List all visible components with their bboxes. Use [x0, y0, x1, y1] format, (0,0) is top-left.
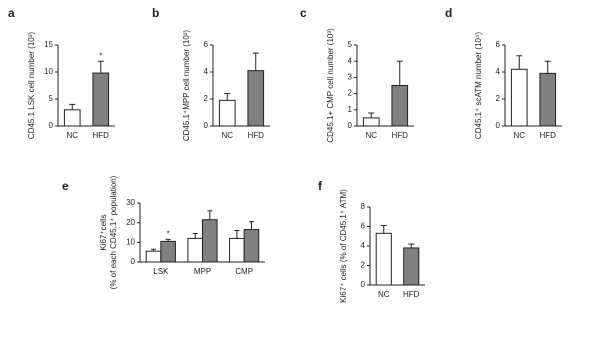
panel-letter: e	[62, 179, 69, 193]
y-tick-label: 6	[204, 40, 209, 49]
panel-letter: a	[8, 6, 15, 20]
y-tick-label: 10	[126, 237, 135, 246]
y-tick-label: 30	[126, 198, 135, 207]
y-tick-label: 4	[361, 241, 366, 250]
x-tick-label: HFD	[540, 131, 557, 140]
y-tick-label: 2	[361, 261, 366, 270]
x-tick-label: NC	[365, 131, 377, 140]
y-tick-label: 0	[348, 121, 353, 130]
x-tick-label: NC	[221, 131, 233, 140]
bar	[145, 250, 162, 263]
x-tick-label: CMP	[235, 267, 253, 276]
x-tick-label: HFD	[392, 131, 409, 140]
x-tick-label: HFD	[248, 131, 265, 140]
y-tick-label: 0	[204, 121, 209, 130]
x-tick-label: MPP	[194, 267, 211, 276]
y-axis-label: Ki67⁺ cells (% of CD45.1⁺ ATM)	[339, 189, 348, 303]
y-tick-label: 4	[496, 67, 501, 76]
error-bar	[396, 60, 403, 86]
error-bar	[248, 221, 254, 230]
bar	[160, 240, 176, 263]
y-axis-label: CD45.1⁺ scATM number (10⁴)	[474, 32, 483, 139]
y-tick-label: 6	[361, 222, 366, 231]
bar	[403, 247, 420, 286]
error-bar	[234, 230, 240, 239]
x-tick-label: NC	[513, 131, 525, 140]
y-tick-label: 0	[131, 257, 136, 266]
y-tick-label: 8	[361, 202, 366, 211]
y-tick-label: 20	[126, 218, 135, 227]
bar	[391, 85, 409, 127]
y-tick-label: 0	[496, 121, 501, 130]
panel-letter: b	[152, 6, 159, 20]
x-tick-label: NC	[66, 131, 78, 140]
x-tick-label: HFD	[93, 131, 110, 140]
y-tick-label: 3	[348, 73, 353, 82]
bar	[92, 72, 110, 127]
error-bar	[224, 93, 231, 101]
significance: *	[167, 229, 170, 238]
bar	[375, 232, 392, 286]
y-tick-label: 5	[49, 94, 54, 103]
y-tick-label: 2	[496, 94, 501, 103]
bar	[243, 229, 260, 263]
y-axis-label: CD45.1⁺MPP cell number (10³)	[182, 30, 191, 142]
bar	[510, 68, 528, 127]
bar	[539, 72, 557, 127]
y-tick-label: 2	[348, 89, 353, 98]
x-tick-label: HFD	[403, 290, 420, 299]
error-bar	[380, 225, 387, 234]
y-tick-label: 2	[204, 94, 209, 103]
bar	[229, 237, 245, 263]
bar	[202, 219, 218, 263]
bar	[63, 109, 81, 127]
error-bar	[252, 52, 259, 71]
error-bar	[516, 55, 523, 70]
error-bar	[69, 103, 76, 110]
significance: *	[99, 51, 102, 60]
bar	[218, 99, 236, 127]
y-tick-label: 10	[44, 67, 53, 76]
y-tick-label: 1	[348, 105, 353, 114]
bar	[187, 237, 204, 263]
error-bar	[408, 243, 415, 248]
panel-letter: c	[300, 6, 307, 20]
error-bar	[97, 60, 104, 74]
error-bar	[207, 210, 213, 220]
error-bar	[165, 238, 171, 242]
x-tick-label: NC	[378, 290, 390, 299]
bar	[247, 70, 265, 127]
y-tick-label: 4	[204, 67, 209, 76]
y-axis-label: CD45.1+ CMP cell number (10³)	[326, 28, 335, 143]
error-bar	[544, 60, 551, 74]
panel-letter: f	[318, 179, 323, 193]
error-bar	[192, 232, 198, 239]
y-tick-label: 4	[348, 56, 353, 65]
y-tick-label: 6	[496, 40, 501, 49]
y-tick-label: 5	[348, 40, 353, 49]
x-tick-label: LSK	[153, 267, 169, 276]
y-axis-label: (% of each CD45.1⁺ population)	[109, 175, 118, 289]
y-tick-label: 15	[44, 40, 53, 49]
y-tick-label: 0	[49, 121, 54, 130]
error-bar	[151, 248, 157, 252]
bar	[362, 117, 380, 127]
error-bar	[368, 112, 375, 118]
panel-letter: d	[445, 6, 452, 20]
y-axis-label: CD45.1 LSK cell number (10³)	[27, 32, 36, 139]
y-tick-label: 0	[361, 280, 366, 289]
y-axis-label: Ki67⁺cells	[99, 214, 108, 250]
